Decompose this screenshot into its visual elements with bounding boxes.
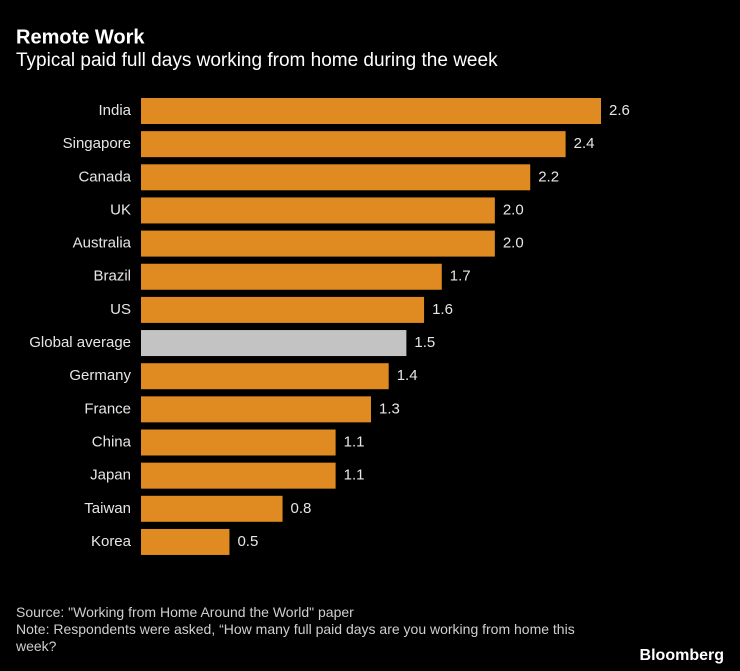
category-label: Germany	[69, 367, 131, 384]
value-label: 1.5	[414, 334, 435, 351]
bar	[141, 263, 442, 290]
bar	[141, 462, 336, 489]
bar	[141, 230, 495, 257]
value-label: 1.4	[397, 367, 418, 384]
category-label: Taiwan	[84, 500, 131, 517]
value-label: 1.3	[379, 400, 400, 417]
bar	[141, 396, 371, 423]
category-label: Canada	[78, 168, 131, 185]
chart: Remote Work Typical paid full days worki…	[16, 26, 630, 555]
bar	[141, 330, 407, 357]
bar	[141, 98, 601, 124]
chart-title: Remote Work	[16, 26, 145, 48]
category-label: Japan	[90, 467, 131, 484]
category-label: Korea	[91, 533, 132, 550]
bar	[141, 164, 531, 191]
value-label: 1.7	[450, 268, 471, 285]
value-label: 1.1	[344, 433, 365, 450]
bar	[141, 131, 566, 158]
value-label: 2.0	[503, 235, 524, 252]
bar	[141, 528, 230, 555]
bar	[141, 197, 495, 224]
category-label: Brazil	[93, 268, 131, 285]
source: Source: "Working from Home Around the Wo…	[16, 604, 354, 620]
category-label: Global average	[29, 334, 131, 351]
bar	[141, 296, 425, 323]
category-label: US	[110, 301, 131, 318]
footnote: Source: "Working from Home Around the Wo…	[16, 604, 606, 655]
value-label: 0.5	[237, 533, 258, 550]
category-label: India	[98, 102, 131, 119]
category-label: Singapore	[63, 135, 131, 152]
category-label: France	[84, 400, 131, 417]
bar	[141, 495, 283, 522]
value-label: 2.0	[503, 201, 524, 218]
brand-logo: Bloomberg	[639, 647, 724, 664]
bar	[141, 429, 336, 456]
chart-subtitle: Typical paid full days working from home…	[16, 50, 498, 71]
category-label: Australia	[73, 235, 132, 252]
category-label: UK	[110, 201, 131, 218]
category-label: China	[92, 433, 132, 450]
bar	[141, 363, 389, 390]
note: Note: Respondents were asked, “How many …	[16, 621, 575, 654]
value-label: 1.1	[344, 467, 365, 484]
value-label: 2.4	[574, 135, 595, 152]
value-label: 1.6	[432, 301, 453, 318]
value-label: 0.8	[291, 500, 312, 517]
value-label: 2.2	[538, 168, 559, 185]
value-label: 2.6	[609, 102, 630, 119]
